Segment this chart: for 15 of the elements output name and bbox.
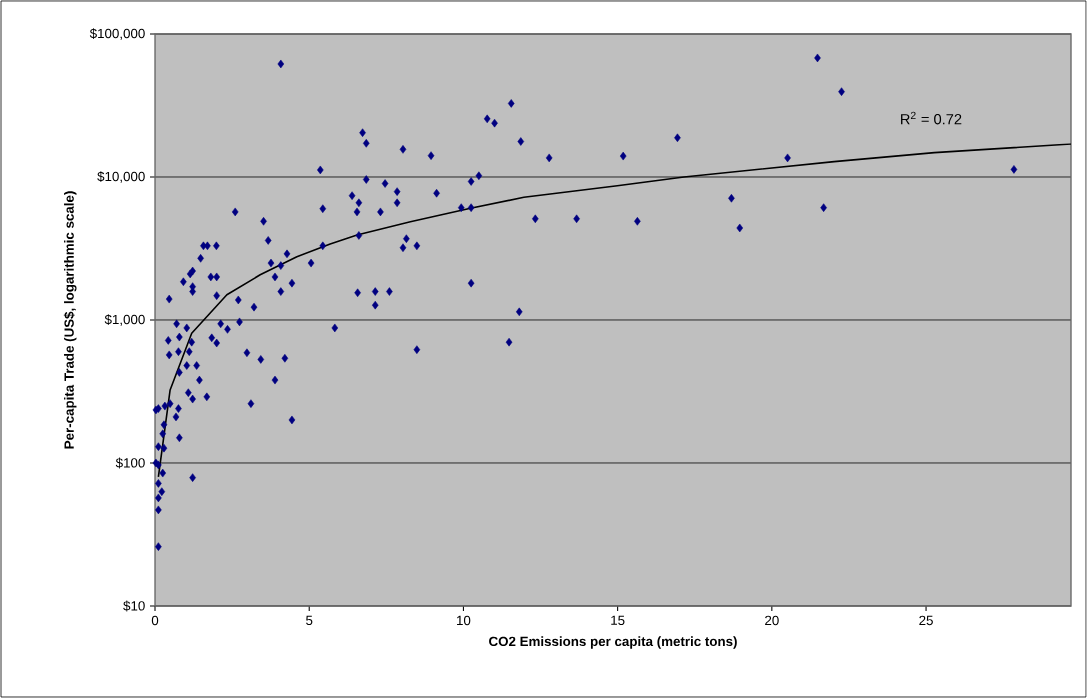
y-tick-label: $10 xyxy=(123,600,145,612)
x-tick-label: 15 xyxy=(611,615,625,625)
x-tick-label: 10 xyxy=(457,615,471,626)
line-series xyxy=(157,143,1072,478)
x-tick-label: 5 xyxy=(306,615,313,625)
x-tick-label: 0 xyxy=(151,615,159,626)
x-axis-title: CO2 Emissions per capita (metric tons) xyxy=(489,636,737,649)
y-axis-title: Per-capita Trade (US$, logarithmic scale) xyxy=(63,191,77,449)
x-tick-label: 25 xyxy=(919,615,933,626)
y-tick-label: $1,000 xyxy=(104,314,145,326)
y-tick-label: $100,000 xyxy=(89,28,145,40)
x-tick-label: 20 xyxy=(765,615,779,626)
y-tick-label: $100 xyxy=(115,457,145,469)
annotation: R$^{2}$ = 0.72 xyxy=(901,111,962,125)
y-tick-label: $10,000 xyxy=(97,171,145,183)
